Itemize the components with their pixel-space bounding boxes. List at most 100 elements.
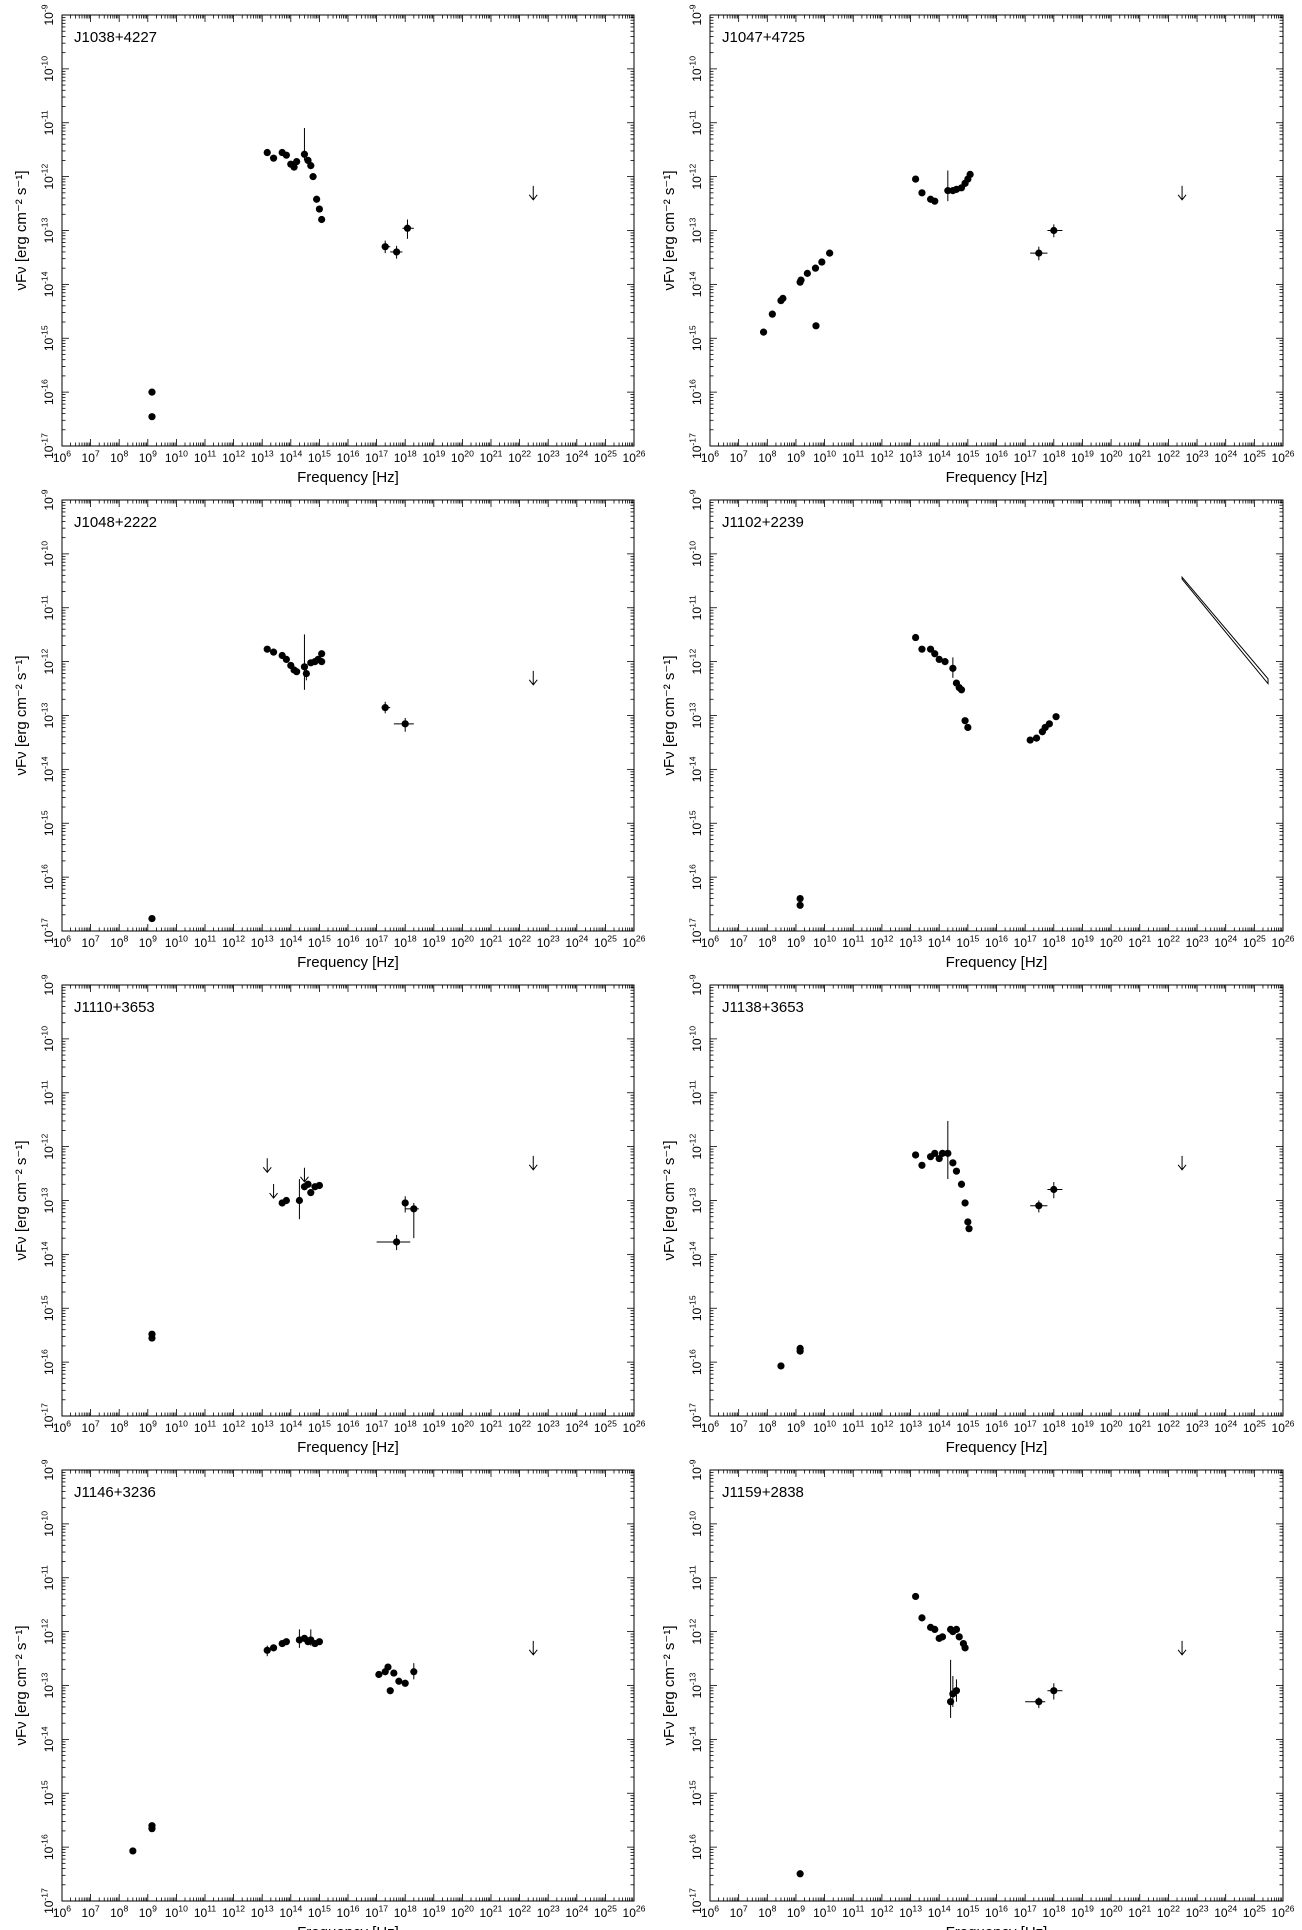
data-point: [957, 686, 966, 694]
x-tick-label: 109: [787, 449, 805, 465]
x-tick-label: 1025: [594, 934, 617, 950]
x-tick-label: 1016: [337, 449, 360, 465]
x-tick-label: 1021: [480, 1904, 503, 1920]
x-tick-label: 1013: [251, 934, 274, 950]
data-point: [395, 1677, 403, 1685]
x-tick-label: 1014: [928, 1419, 951, 1435]
x-tick-label: 109: [139, 1419, 157, 1435]
x-tick-label: 1016: [985, 449, 1008, 465]
x-tick-label: 1017: [1014, 1419, 1037, 1435]
data-point: [1035, 249, 1043, 257]
x-tick-label: 1012: [870, 449, 893, 465]
upper-limit-arrow: [528, 1155, 538, 1171]
x-tick-label: 1026: [1272, 1904, 1295, 1920]
y-tick-label: 10-13: [40, 702, 56, 728]
x-tick-label: 1014: [279, 1419, 302, 1435]
x-tick-label: 109: [139, 934, 157, 950]
x-tick-label: 109: [787, 1904, 805, 1920]
y-tick-label: 10-15: [40, 1780, 56, 1806]
y-tick-label: 10-11: [40, 1565, 56, 1590]
x-tick-label: 1024: [1214, 1419, 1237, 1435]
data-point: [148, 1334, 156, 1342]
y-tick-label: 10-11: [40, 1080, 56, 1105]
data-point: [957, 1180, 966, 1188]
data-point: [952, 1687, 961, 1695]
data-point: [961, 1199, 969, 1207]
y-tick-label: 10-13: [40, 1672, 56, 1698]
y-tick-label: 10-15: [40, 325, 56, 351]
x-axis-label: Frequency [Hz]: [946, 954, 1048, 971]
data-point: [304, 1180, 312, 1188]
data-point: [911, 175, 920, 183]
x-tick-label: 107: [82, 1904, 100, 1920]
data-point: [965, 1225, 973, 1233]
y-tick-label: 10-10: [688, 56, 704, 82]
data-point: [938, 1149, 947, 1157]
data-point: [777, 1362, 785, 1370]
sed-panel: 106 107 108 109 1010 1011 1012 1013 1014 1015 1016…: [13, 1459, 646, 1930]
y-tick-label: 10-9: [40, 1459, 56, 1480]
y-tick-label: 10-14: [688, 271, 704, 297]
data-point: [263, 1646, 271, 1654]
y-tick-label: 10-13: [688, 1187, 704, 1213]
data-point: [768, 310, 776, 318]
data-point: [1050, 1185, 1058, 1194]
x-tick-label: 106: [53, 1419, 71, 1435]
y-tick-label: 10-9: [40, 489, 56, 510]
data-point: [148, 388, 156, 396]
x-tick-label: 106: [701, 1419, 719, 1435]
x-tick-label: 1016: [337, 1419, 360, 1435]
x-tick-label: 1017: [1014, 449, 1037, 465]
panel-title: J1047+4725: [722, 29, 805, 46]
x-tick-label: 1018: [1042, 1904, 1065, 1920]
y-axis-label: νFν [erg cm⁻² s⁻¹]: [13, 656, 30, 776]
x-tick-label: 108: [758, 1419, 776, 1435]
x-tick-label: 1020: [1100, 1419, 1123, 1435]
panel-title: J1038+4227: [74, 29, 157, 46]
y-tick-label: 10-11: [688, 595, 704, 620]
data-point: [307, 162, 315, 170]
x-tick-label: 1022: [508, 449, 531, 465]
y-tick-label: 10-11: [40, 595, 56, 620]
y-tick-label: 10-14: [40, 1726, 56, 1752]
x-tick-label: 1017: [1014, 1904, 1037, 1920]
x-tick-label: 1015: [956, 1904, 979, 1920]
data-point: [1032, 734, 1041, 742]
x-tick-label: 1011: [194, 934, 217, 950]
data-point: [315, 1181, 323, 1190]
y-tick-label: 10-9: [688, 974, 704, 995]
x-axis-label: Frequency [Hz]: [297, 954, 399, 971]
y-tick-label: 10-16: [40, 379, 56, 405]
y-tick-label: 10-12: [40, 1134, 56, 1160]
data-point: [313, 195, 321, 203]
data-point: [1050, 226, 1058, 235]
x-tick-label: 107: [82, 449, 100, 465]
sed-panel: 106 107 108 109 1010 1011 1012 1013 1014 1015 1016…: [661, 4, 1295, 486]
y-axis-label: νFν [erg cm⁻² s⁻¹]: [13, 171, 30, 291]
y-axis-label: νFν [erg cm⁻² s⁻¹]: [661, 656, 678, 776]
x-tick-label: 1013: [899, 1419, 922, 1435]
x-tick-label: 1024: [565, 449, 588, 465]
x-tick-label: 106: [53, 1904, 71, 1920]
x-tick-label: 1020: [451, 934, 474, 950]
data-point: [148, 914, 156, 923]
data-point: [931, 1625, 939, 1633]
x-tick-label: 1024: [1214, 449, 1237, 465]
x-tick-label: 1013: [899, 934, 922, 950]
x-tick-label: 1014: [928, 449, 951, 465]
data-point: [918, 645, 926, 653]
x-tick-label: 1013: [899, 449, 922, 465]
x-tick-label: 1018: [1042, 1419, 1065, 1435]
x-tick-label: 1012: [222, 934, 245, 950]
data-point: [129, 1847, 137, 1855]
y-axis-label: νFν [erg cm⁻² s⁻¹]: [13, 1141, 30, 1261]
x-tick-label: 1010: [165, 1419, 188, 1435]
data-point: [931, 1149, 939, 1157]
x-tick-label: 108: [110, 1904, 128, 1920]
x-axis-label: Frequency [Hz]: [946, 1924, 1048, 1930]
y-tick-label: 10-14: [40, 756, 56, 782]
x-tick-label: 1016: [337, 1904, 360, 1920]
y-tick-label: 10-16: [688, 1349, 704, 1375]
x-tick-label: 1014: [279, 449, 302, 465]
y-tick-label: 10-17: [688, 918, 704, 944]
